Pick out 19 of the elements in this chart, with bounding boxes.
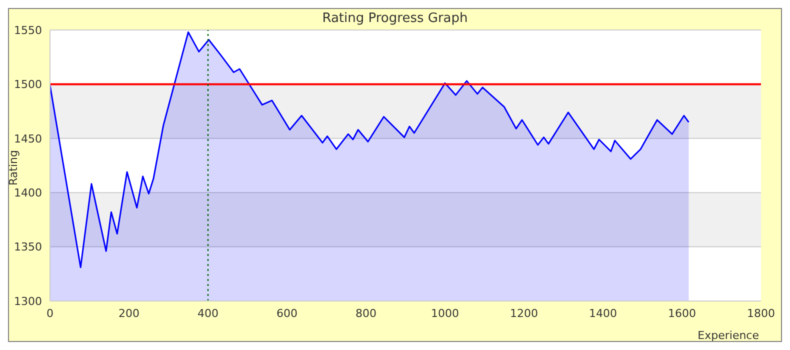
x-tick-label: 400 (198, 306, 218, 320)
x-tick-label: 1600 (668, 306, 696, 320)
y-tick-label: 1300 (14, 294, 42, 308)
x-axis-title: Experience (698, 329, 760, 342)
y-tick-label: 1400 (14, 186, 42, 200)
x-tick-label: 1000 (431, 306, 459, 320)
y-tick-label: 1350 (14, 240, 42, 254)
x-tick-label: 1800 (747, 306, 775, 320)
x-tick-label: 800 (356, 306, 376, 320)
y-axis-title: Rating (6, 150, 20, 186)
y-tick-label: 1500 (14, 78, 42, 92)
y-tick-label: 1550 (14, 24, 42, 37)
x-tick-label: 0 (46, 306, 54, 320)
chart-title: Rating Progress Graph (322, 11, 468, 26)
x-tick-label: 1200 (510, 306, 538, 320)
y-tick-label: 1450 (14, 132, 42, 146)
x-tick-label: 600 (276, 306, 298, 320)
x-tick-label: 200 (118, 306, 140, 320)
x-tick-label: 1400 (589, 306, 617, 320)
